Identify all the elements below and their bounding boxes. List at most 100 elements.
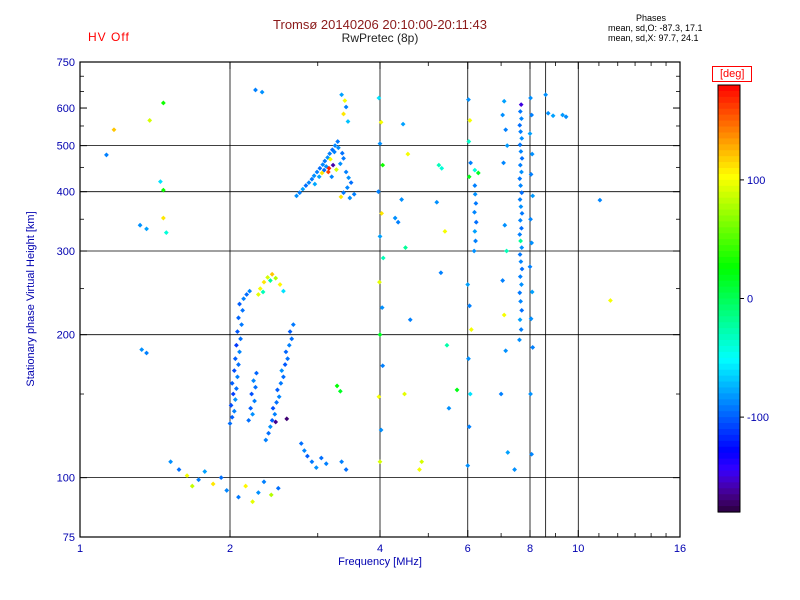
x-tick-label: 10 (572, 543, 584, 555)
data-point (517, 197, 523, 202)
x-tick-label: 6 (465, 543, 471, 555)
data-point (380, 255, 386, 261)
colorbar-segment (718, 334, 740, 341)
data-point (377, 141, 383, 146)
data-point (473, 219, 479, 225)
data-point (325, 169, 331, 175)
colorbar-segment (718, 399, 740, 406)
data-point (399, 197, 405, 202)
data-point (530, 345, 536, 350)
colorbar-segment (718, 156, 740, 163)
data-point (318, 455, 324, 461)
data-point (268, 492, 274, 498)
data-point (519, 307, 525, 313)
data-point (378, 427, 384, 433)
colorbar-segment (718, 476, 740, 483)
data-point (466, 424, 472, 430)
colorbar-unit-label: [deg] (712, 66, 753, 82)
data-point (500, 112, 506, 118)
data-point (246, 417, 252, 423)
colorbar-segment (718, 221, 740, 228)
data-point (331, 149, 337, 155)
colorbar-segment (718, 316, 740, 323)
data-point (512, 467, 517, 472)
data-point (529, 112, 535, 118)
plot-title: Tromsø 20140206 20:10:00-20:11:43 (273, 17, 487, 32)
data-point (332, 143, 338, 149)
x-tick-label: 16 (674, 543, 686, 555)
colorbar-segment (718, 256, 740, 264)
data-point (339, 92, 345, 98)
colorbar-segment (718, 440, 740, 448)
data-point (472, 167, 478, 173)
data-point (519, 282, 524, 287)
data-point (196, 477, 202, 483)
data-point (519, 116, 524, 122)
colorbar-segment (718, 233, 740, 240)
data-point (251, 378, 256, 384)
data-point (257, 286, 263, 292)
x-tick-label: 2 (227, 543, 233, 555)
data-point (405, 151, 411, 157)
data-point (380, 363, 386, 369)
data-point (237, 349, 242, 355)
colorbar-segment (718, 85, 740, 92)
colorbar-segment (718, 132, 740, 139)
data-point (347, 195, 353, 201)
data-point (273, 275, 279, 281)
data-point (517, 317, 523, 323)
data-point (144, 226, 149, 232)
data-point (392, 215, 398, 221)
data-point (377, 279, 382, 285)
data-point (261, 279, 267, 285)
data-point (377, 459, 383, 465)
colorbar-segment (718, 102, 740, 110)
data-point (253, 87, 258, 93)
data-point (529, 451, 535, 457)
colorbar-segment (718, 470, 740, 478)
data-point (503, 348, 509, 354)
data-point (465, 282, 471, 287)
data-point (501, 160, 506, 166)
data-point (267, 278, 273, 283)
data-point (289, 336, 295, 342)
data-point (147, 118, 153, 123)
data-point (466, 356, 471, 362)
data-point (244, 292, 250, 297)
data-point (348, 180, 354, 185)
colorbar-segment (718, 185, 740, 193)
data-point (503, 127, 509, 133)
data-point (243, 483, 249, 489)
data-point (294, 193, 299, 199)
data-point (545, 110, 551, 116)
data-point (231, 408, 237, 414)
colorbar-segment (718, 90, 740, 98)
data-point (466, 174, 472, 180)
data-point (380, 162, 386, 168)
colorbar-segment (718, 173, 740, 181)
data-point (312, 181, 318, 187)
data-point (444, 342, 450, 348)
colorbar-segment (718, 262, 740, 270)
data-point (255, 490, 261, 496)
data-point (283, 349, 289, 355)
data-point (309, 176, 315, 182)
colorbar-segment (718, 434, 740, 442)
data-point (250, 411, 255, 417)
data-point (218, 475, 224, 481)
data-point (269, 417, 275, 423)
data-point (224, 488, 230, 493)
data-point (378, 119, 384, 125)
data-point (232, 397, 238, 402)
phases-heading: Phases (636, 13, 667, 23)
data-point (467, 303, 472, 309)
y-tick-label: 200 (57, 330, 75, 342)
colorbar-segment (718, 304, 740, 311)
data-point (517, 122, 523, 128)
data-point (316, 174, 322, 180)
data-point (517, 218, 523, 223)
data-point (323, 461, 329, 467)
data-point (275, 387, 280, 393)
data-point (376, 95, 382, 101)
data-point (345, 119, 351, 124)
